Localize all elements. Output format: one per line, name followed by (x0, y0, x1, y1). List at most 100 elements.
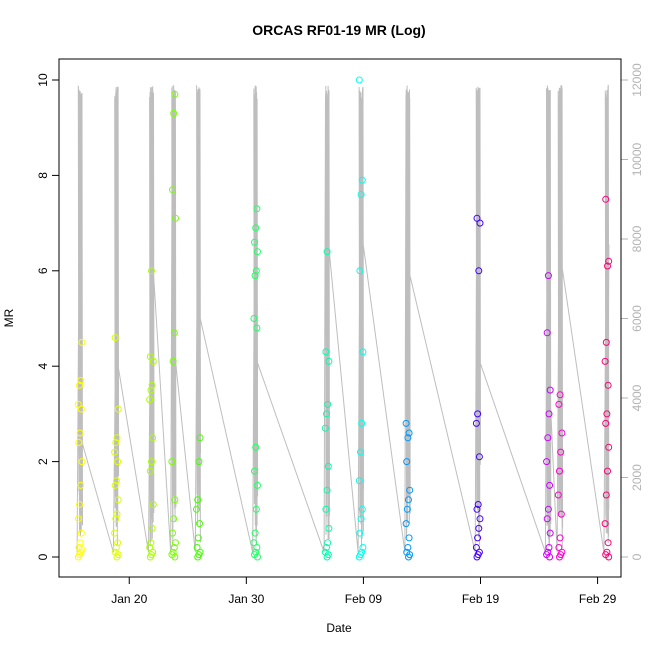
data-point (605, 257, 613, 265)
data-point (605, 443, 613, 451)
data-point (602, 419, 610, 427)
data-point (602, 338, 610, 346)
data-point (604, 467, 611, 475)
x-tick-label: Jan 30 (228, 592, 264, 606)
data-point (603, 548, 611, 556)
data-point (112, 544, 120, 551)
data-point (556, 391, 564, 399)
data-point (557, 510, 565, 518)
data-point (254, 481, 261, 489)
altitude-trace (76, 84, 610, 553)
data-point (112, 439, 120, 446)
data-point (171, 496, 179, 504)
data-point (403, 548, 411, 556)
data-point (148, 458, 155, 466)
data-point (358, 176, 366, 184)
data-point (545, 410, 553, 418)
data-point (358, 548, 366, 556)
data-point (148, 381, 156, 389)
data-point (357, 515, 365, 523)
y-axis-label: MR (2, 308, 16, 327)
data-point (324, 539, 332, 547)
data-point (252, 505, 260, 513)
data-point (170, 515, 178, 523)
data-point (602, 195, 610, 203)
data-point (555, 544, 563, 551)
x-axis-label: Date (326, 621, 352, 635)
data-point (604, 539, 612, 547)
data-points-layer (74, 76, 613, 561)
data-point (169, 186, 176, 194)
data-point (557, 448, 565, 456)
data-point (146, 544, 154, 551)
data-point (113, 434, 121, 442)
data-point (169, 529, 176, 537)
data-point (544, 272, 552, 280)
data-point (356, 267, 364, 275)
data-point (472, 419, 480, 427)
data-point (146, 353, 154, 361)
data-point (253, 324, 261, 332)
data-point (359, 544, 367, 551)
data-point (251, 272, 259, 280)
data-point (321, 424, 329, 432)
data-point (196, 520, 203, 528)
data-point (475, 524, 483, 532)
data-point (355, 76, 363, 84)
data-point (546, 529, 554, 537)
data-point (545, 544, 553, 551)
data-point (323, 410, 330, 418)
data-point (402, 520, 410, 528)
data-point (170, 109, 178, 117)
data-point (601, 520, 609, 528)
y2-tick-label: 6000 (630, 305, 644, 332)
y2-tick-label: 10000 (630, 142, 644, 176)
data-point (253, 205, 261, 213)
data-point (404, 434, 412, 442)
data-point (543, 458, 551, 466)
y2-tick-label: 12000 (630, 63, 644, 97)
data-point (194, 496, 202, 504)
data-point (193, 505, 200, 513)
y-tick-label: 10 (36, 73, 50, 87)
data-point (148, 267, 155, 275)
data-point (602, 491, 610, 499)
data-point (252, 267, 260, 275)
data-point (474, 501, 482, 508)
data-point (325, 357, 333, 365)
data-point (357, 191, 365, 198)
data-point (146, 467, 154, 475)
data-point (112, 515, 120, 523)
data-point (76, 429, 84, 437)
data-point (251, 238, 258, 246)
data-point (558, 429, 566, 437)
data-point (170, 329, 178, 337)
data-point (251, 529, 259, 537)
data-point (322, 505, 330, 513)
data-point (405, 496, 412, 504)
data-point (78, 458, 86, 466)
data-point (603, 410, 611, 418)
data-point (604, 262, 611, 270)
data-point (402, 419, 410, 427)
data-point (77, 481, 85, 489)
data-point (113, 510, 121, 518)
data-point (544, 434, 552, 442)
data-point (357, 448, 364, 456)
data-point (355, 477, 363, 485)
data-point (147, 386, 155, 394)
data-point (252, 224, 260, 232)
data-point (543, 515, 551, 523)
y-tick-label: 4 (36, 363, 50, 370)
data-point (544, 548, 552, 556)
data-point (114, 539, 122, 547)
data-point (324, 462, 332, 470)
data-point (172, 539, 179, 547)
data-point (76, 501, 83, 508)
data-point (169, 357, 177, 365)
data-point (74, 400, 82, 408)
data-point (112, 477, 120, 485)
data-point (194, 534, 202, 542)
data-point (406, 486, 414, 494)
data-point (169, 548, 177, 556)
